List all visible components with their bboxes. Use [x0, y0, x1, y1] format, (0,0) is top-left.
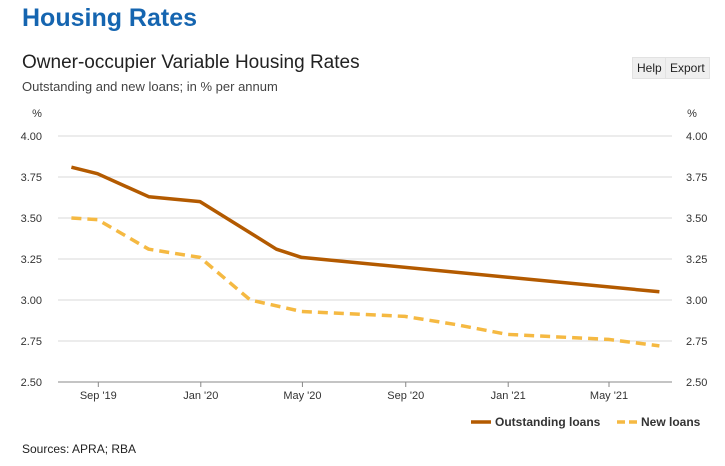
- legend: Outstanding loans New loans: [471, 415, 701, 429]
- x-tick-label: Sep '20: [387, 390, 424, 402]
- y-tick-label-right: 3.25: [686, 254, 707, 266]
- legend-label: Outstanding loans: [495, 415, 601, 429]
- x-tick-label: Jan '21: [491, 390, 526, 402]
- x-tick-label: May '20: [283, 390, 321, 402]
- chart-title: Owner-occupier Variable Housing Rates: [22, 52, 360, 73]
- legend-label: New loans: [641, 415, 701, 429]
- y-tick-label-left: 3.25: [21, 254, 42, 266]
- y-tick-label-right: 2.75: [686, 336, 707, 348]
- y-tick-label-left: 3.75: [21, 172, 42, 184]
- y-tick-label-right: 2.50: [686, 377, 707, 389]
- gridlines: [58, 135, 672, 342]
- series-line-new-loans: [71, 216, 660, 348]
- series: [70, 165, 660, 348]
- y-unit-right: %: [687, 108, 697, 120]
- y-tick-label-left: 3.00: [21, 295, 42, 307]
- sources-note: Sources: APRA; RBA: [22, 442, 137, 456]
- y-tick-label-right: 3.75: [686, 172, 707, 184]
- y-tick-label-right: 4.00: [686, 131, 707, 143]
- axes: 4.00 4.00 3.75 3.75 3.50 3.50 3.25 3.25 3.00 3.00…: [21, 108, 708, 402]
- y-tick-label-left: 4.00: [21, 131, 42, 143]
- x-tick-label: Jan '20: [183, 390, 218, 402]
- chart-subtitle: Outstanding and new loans; in % per annu…: [22, 79, 278, 94]
- x-tick-label: May '21: [590, 390, 628, 402]
- export-button[interactable]: Export: [665, 57, 710, 79]
- y-tick-label-left: 2.75: [21, 336, 42, 348]
- y-tick-label-right: 3.50: [686, 213, 707, 225]
- y-tick-label-left: 3.50: [21, 213, 42, 225]
- y-unit-left: %: [32, 108, 42, 120]
- series-line-outstanding-loans: [70, 165, 660, 294]
- y-tick-label-left: 2.50: [21, 377, 42, 389]
- x-tick-label: Sep '19: [80, 390, 117, 402]
- page-heading: Housing Rates: [22, 4, 198, 32]
- y-tick-label-right: 3.00: [686, 295, 707, 307]
